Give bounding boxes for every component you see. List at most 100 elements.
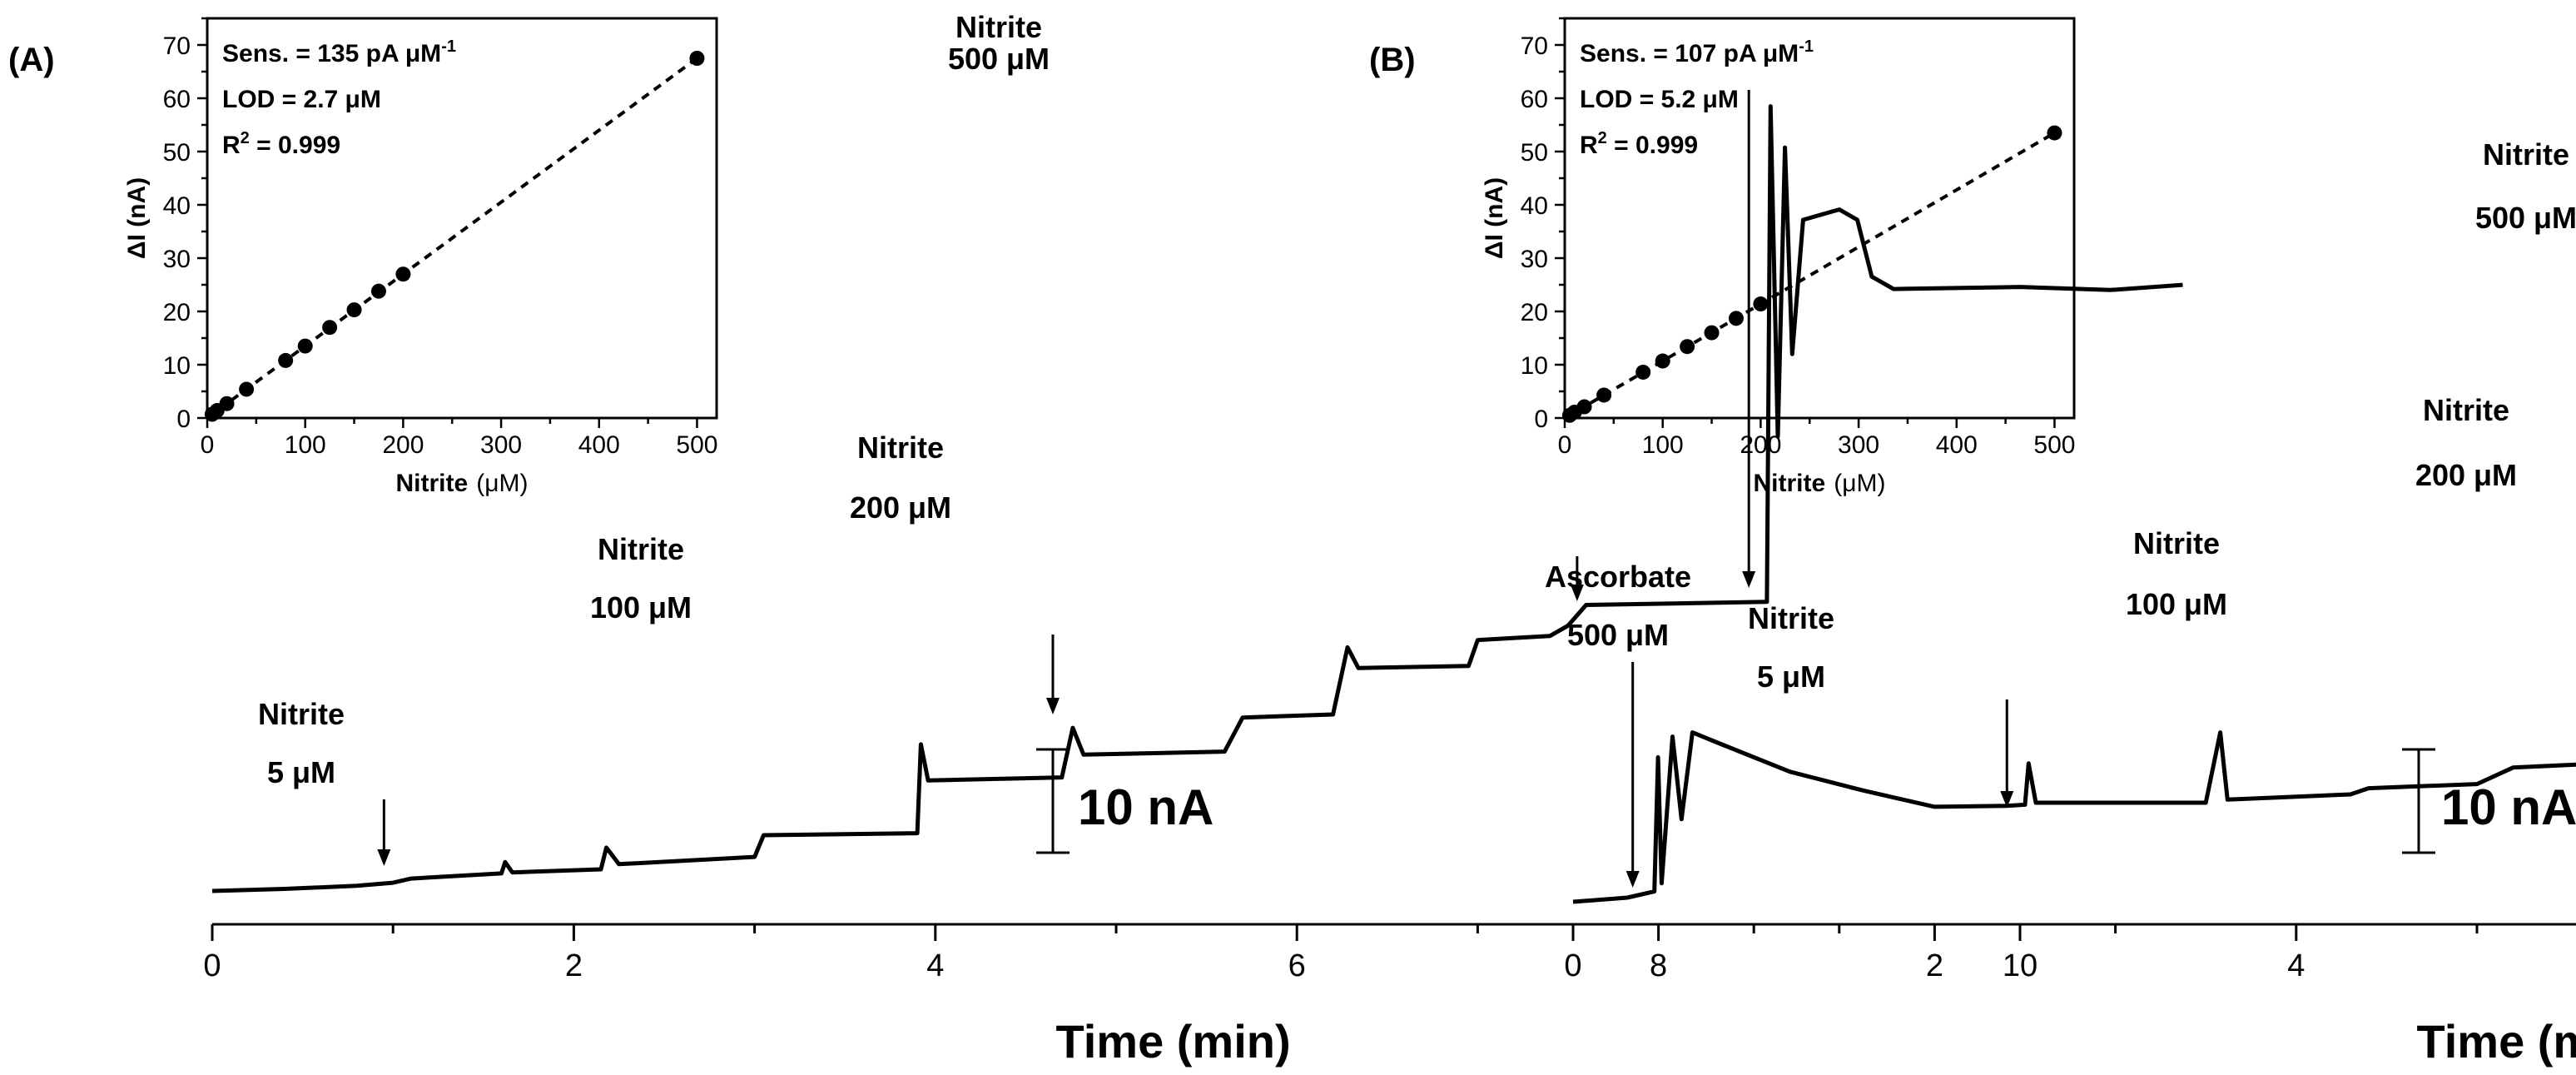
- inset-r-squared: R2 = 0.999: [222, 129, 340, 159]
- annotation-arrowhead: [377, 849, 391, 866]
- inset-y-tick-label: 0: [176, 406, 191, 433]
- inset-sensitivity: Sens. = 135 pA μM-1: [222, 37, 456, 67]
- annotation-compound: Nitrite: [598, 532, 684, 566]
- annotation-compound: Nitrite: [1748, 601, 1834, 635]
- annotation-arrowhead: [2000, 791, 2014, 808]
- x-axis-label: Time (min): [2417, 1015, 2576, 1068]
- inset-frame: [206, 17, 718, 420]
- inset-y-axis-label: ΔI (nA): [1481, 177, 1508, 259]
- annotation-concentration: 200 μM: [2415, 458, 2517, 492]
- inset-data-point: [1596, 387, 1612, 403]
- inset-y-tick-label: 40: [163, 192, 191, 220]
- inset-r-value: = 0.999: [1607, 132, 1698, 159]
- inset-data-point: [219, 396, 235, 411]
- inset-data-point: [322, 320, 338, 336]
- inset-x-tick-label: 300: [480, 431, 522, 459]
- inset-x-tick-label: 100: [285, 431, 326, 459]
- inset-data-point: [689, 51, 705, 66]
- annotation-concentration: 500 μM: [948, 42, 1050, 76]
- x-tick-label: 0: [1564, 948, 1581, 983]
- panel-a: (A) 0 2 4 6 8 10 Time (min) 10 nA Nitrite 5 μM Nitr…: [8, 10, 2201, 1068]
- inset-x-tick-label: 100: [1642, 431, 1684, 459]
- annotation-compound: Nitrite: [857, 430, 944, 465]
- inset-data-point: [2047, 125, 2062, 141]
- x-tick-label: 2: [565, 948, 583, 983]
- inset-y-tick-label: 30: [163, 246, 191, 273]
- inset-data-point: [278, 352, 294, 368]
- current-trace: [211, 104, 2183, 893]
- panel-label: (B): [1369, 42, 1416, 78]
- annotation-compound: Nitrite: [955, 10, 1042, 44]
- inset-y-tick-label: 60: [1521, 86, 1548, 113]
- inset-x-axis-label-unit: (μM): [1834, 470, 1885, 497]
- inset-data-point: [297, 338, 313, 354]
- inset-lod: LOD = 5.2 μM: [1580, 86, 1739, 113]
- inset-r-exponent: 2: [1598, 129, 1607, 147]
- x-tick-label: 4: [2287, 948, 2305, 983]
- calibration-inset: 0 100 200 300 400 500 0 10 20 30 40 50 60 70 Nitrite (μ…: [123, 17, 718, 497]
- inset-y-tick-label: 30: [1521, 246, 1548, 273]
- inset-sensitivity-text: Sens. = 107 pA μM: [1580, 40, 1799, 67]
- inset-frame: [1563, 17, 2076, 420]
- inset-x-tick-label: 200: [382, 431, 424, 459]
- panel-label: (A): [8, 42, 55, 78]
- inset-y-tick-label: 60: [163, 86, 191, 113]
- annotation-compound: Nitrite: [258, 697, 345, 731]
- inset-x-tick-label: 400: [578, 431, 620, 459]
- x-tick-label: 4: [926, 948, 944, 983]
- annotation-arrowhead: [1742, 571, 1756, 588]
- inset-data-point: [1680, 339, 1695, 355]
- inset-r-value: = 0.999: [250, 132, 340, 159]
- x-tick-label: 6: [1288, 948, 1306, 983]
- current-trace: [1572, 730, 2576, 904]
- inset-x-tick-label: 500: [676, 431, 717, 459]
- inset-x-tick-label: 0: [1558, 431, 1572, 459]
- inset-y-tick-label: 10: [1521, 352, 1548, 380]
- annotation-compound: Nitrite: [2423, 393, 2509, 427]
- annotation-concentration: 100 μM: [2126, 587, 2227, 621]
- inset-y-tick-label: 0: [1534, 406, 1548, 433]
- inset-x-axis-label: Nitrite (μM): [1754, 470, 1886, 497]
- scale-bar-label: 10 nA: [1078, 779, 1214, 835]
- inset-data-point: [1576, 399, 1592, 415]
- inset-y-axis-label: ΔI (nA): [123, 177, 151, 259]
- inset-y-tick-label: 20: [1521, 299, 1548, 326]
- inset-x-axis-label-unit: (μM): [476, 470, 528, 497]
- annotation-compound: Nitrite: [2483, 137, 2569, 172]
- x-tick-label: 2: [1926, 948, 1943, 983]
- annotation-compound: Ascorbate: [1545, 560, 1691, 594]
- scale-bar-label: 10 nA: [2441, 779, 2576, 835]
- annotation-concentration: 200 μM: [850, 490, 951, 525]
- inset-sensitivity-exponent: -1: [1799, 37, 1814, 56]
- annotation-arrowhead: [1045, 698, 1060, 714]
- inset-sensitivity-exponent: -1: [441, 37, 456, 56]
- annotation-concentration: 5 μM: [1757, 659, 1825, 694]
- inset-r-exponent: 2: [241, 129, 250, 147]
- annotation-concentration: 100 μM: [590, 590, 692, 625]
- inset-x-tick-label: 300: [1838, 431, 1879, 459]
- inset-y-tick-label: 40: [1521, 192, 1548, 220]
- inset-x-axis-label-main: Nitrite: [396, 470, 469, 497]
- x-axis-label: Time (min): [1056, 1015, 1291, 1068]
- inset-x-tick-label: 500: [2033, 431, 2075, 459]
- x-tick-label: 0: [203, 948, 221, 983]
- inset-data-point: [370, 283, 386, 299]
- inset-y-tick-label: 20: [163, 299, 191, 326]
- inset-y-tick-label: 50: [1521, 139, 1548, 167]
- inset-x-tick-label: 400: [1936, 431, 1978, 459]
- inset-r-symbol: R: [1580, 132, 1598, 159]
- inset-y-tick-label: 70: [163, 32, 191, 60]
- annotation-concentration: 500 μM: [2475, 201, 2576, 235]
- annotation-arrowhead: [1570, 585, 1584, 601]
- calibration-inset: 0 100 200 300 400 500 0 10 20 30 40 50 60 70 Nitrite (μ…: [1481, 17, 2076, 497]
- inset-y-tick-label: 50: [163, 139, 191, 167]
- inset-data-point: [1704, 325, 1720, 341]
- annotation-concentration: 5 μM: [267, 755, 335, 789]
- inset-x-tick-label: 0: [201, 431, 215, 459]
- inset-r-symbol: R: [222, 132, 241, 159]
- inset-sensitivity: Sens. = 107 pA μM-1: [1580, 37, 1814, 67]
- inset-y-tick-label: 10: [163, 352, 191, 380]
- inset-fit-line: [206, 57, 698, 420]
